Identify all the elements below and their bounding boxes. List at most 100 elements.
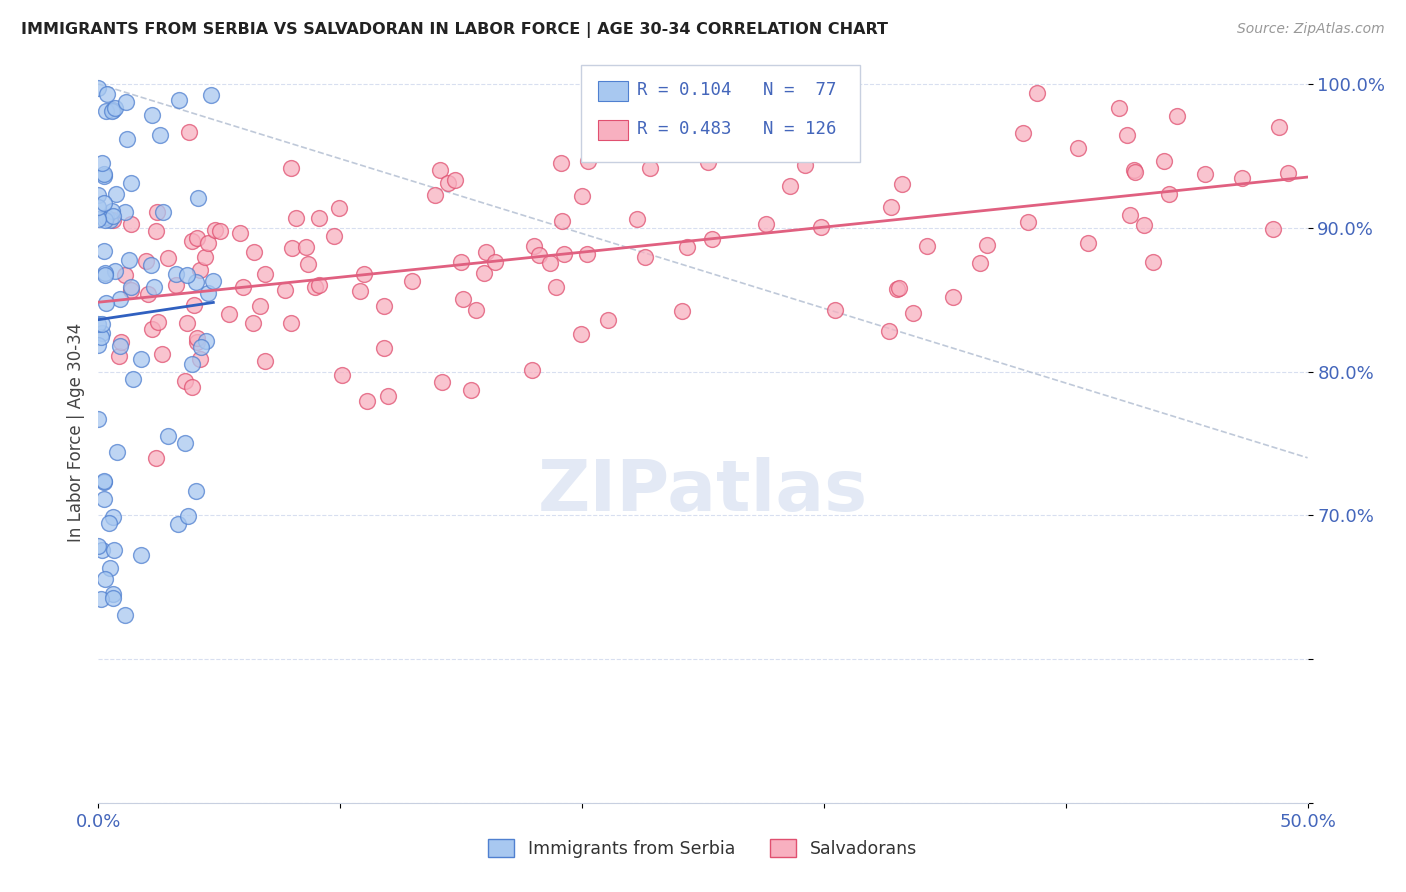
Point <box>94 103 117 118</box>
Point <box>349 284 371 298</box>
Point <box>94 211 117 225</box>
Point <box>181 380 204 394</box>
Point <box>141 108 163 122</box>
Point <box>166 516 188 531</box>
Point <box>129 548 152 562</box>
Point <box>184 275 207 289</box>
Point <box>430 375 453 389</box>
Point <box>188 263 211 277</box>
Point <box>550 214 572 228</box>
Point <box>97 516 120 531</box>
Point <box>824 303 846 318</box>
Point <box>550 156 572 170</box>
Point <box>94 296 117 310</box>
Point <box>1268 120 1291 134</box>
Point <box>249 299 271 313</box>
Point <box>576 153 599 168</box>
Point <box>356 393 378 408</box>
Point <box>96 87 118 102</box>
Point <box>297 257 319 271</box>
Point <box>444 172 467 186</box>
Point <box>93 475 115 489</box>
Point <box>93 492 115 507</box>
Point <box>253 267 276 281</box>
Point <box>460 383 482 397</box>
Point <box>1123 164 1146 178</box>
Point <box>569 327 592 342</box>
Point <box>538 256 561 270</box>
Point <box>202 274 225 288</box>
Point <box>194 334 217 348</box>
Point <box>87 187 110 202</box>
Point <box>879 200 901 214</box>
Point <box>1142 255 1164 269</box>
Point <box>180 234 202 248</box>
Point <box>165 267 187 281</box>
Point <box>146 315 169 329</box>
Point <box>104 264 127 278</box>
Point <box>1277 166 1299 180</box>
Point <box>186 334 208 349</box>
Point <box>229 226 252 240</box>
Point <box>626 211 648 226</box>
Point <box>1133 219 1156 233</box>
Point <box>890 177 912 191</box>
Point <box>104 101 127 115</box>
Point <box>118 252 141 267</box>
Point <box>671 303 693 318</box>
Point <box>1017 215 1039 229</box>
Point <box>1194 167 1216 181</box>
Point <box>675 240 697 254</box>
Point <box>1025 86 1047 100</box>
Point <box>150 347 173 361</box>
Point <box>114 204 136 219</box>
Point <box>1230 171 1253 186</box>
Point <box>110 335 132 350</box>
Point <box>253 353 276 368</box>
Point <box>141 258 163 272</box>
Point <box>1067 141 1090 155</box>
Point <box>90 326 112 340</box>
Point <box>328 202 350 216</box>
Point <box>103 543 125 558</box>
Point <box>779 178 801 193</box>
Point <box>186 331 208 345</box>
Point <box>697 155 720 169</box>
Point <box>103 103 125 117</box>
Point <box>87 80 110 95</box>
Point <box>114 608 136 623</box>
Point <box>204 223 226 237</box>
Point <box>976 237 998 252</box>
Point <box>373 341 395 355</box>
Point <box>114 268 136 283</box>
Point <box>141 322 163 336</box>
Point <box>243 244 266 259</box>
Point <box>94 572 117 586</box>
Point <box>145 225 167 239</box>
Point <box>474 266 496 280</box>
Point <box>93 196 115 211</box>
Point <box>308 211 330 226</box>
Point <box>522 363 544 377</box>
Point <box>90 330 112 344</box>
Point <box>177 125 200 139</box>
Point <box>176 316 198 330</box>
Point <box>145 205 167 219</box>
Point <box>553 247 575 261</box>
Text: IMMIGRANTS FROM SERBIA VS SALVADORAN IN LABOR FORCE | AGE 30-34 CORRELATION CHAR: IMMIGRANTS FROM SERBIA VS SALVADORAN IN … <box>21 22 889 38</box>
Text: Source: ZipAtlas.com: Source: ZipAtlas.com <box>1237 22 1385 37</box>
Point <box>200 88 222 103</box>
Point <box>190 340 212 354</box>
Point <box>1119 208 1142 222</box>
Point <box>121 372 143 386</box>
Point <box>98 213 121 227</box>
Point <box>87 337 110 351</box>
Point <box>120 279 142 293</box>
Point <box>135 253 157 268</box>
Point <box>90 543 112 558</box>
Point <box>176 268 198 283</box>
Point <box>173 374 195 388</box>
Point <box>887 281 910 295</box>
Point <box>877 324 900 338</box>
Point <box>242 316 264 330</box>
